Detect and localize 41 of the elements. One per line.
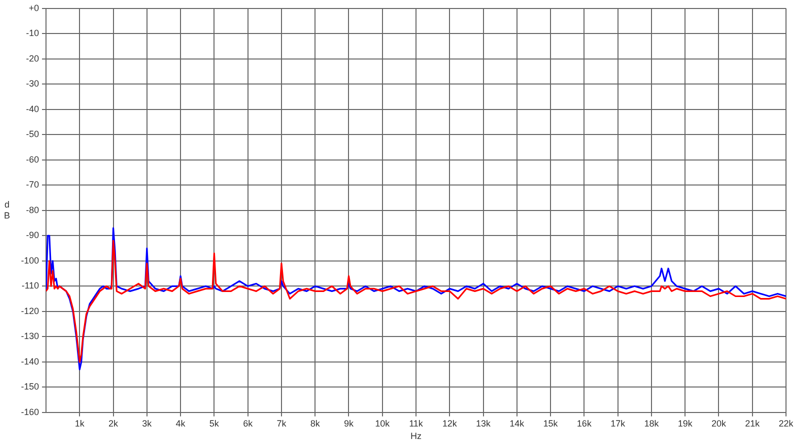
x-tick-label: 15k	[543, 418, 558, 428]
x-tick-label: 7k	[276, 418, 287, 428]
x-tick-label: 14k	[510, 418, 525, 428]
y-tick-label: -130	[20, 331, 39, 342]
y-tick-label: -20	[26, 53, 39, 64]
x-axis-title: Hz	[410, 431, 422, 442]
x-tick-label: 21k	[745, 418, 760, 428]
y-tick-label: -70	[26, 180, 39, 190]
y-tick-label: -110	[22, 280, 39, 291]
x-tick-label: 3k	[142, 418, 152, 428]
y-tick-label: -30	[26, 78, 39, 89]
y-tick-label: -160	[20, 406, 39, 417]
y-tick-label: -60	[26, 154, 39, 164]
x-tick-label: 19k	[678, 418, 693, 428]
y-tick-label: -90	[26, 230, 39, 240]
x-tick-label: 8k	[310, 418, 320, 428]
y-tick-label: -10	[26, 28, 39, 38]
y-tick-label: -80	[26, 204, 39, 215]
x-tick-label: 2k	[108, 418, 119, 428]
x-tick-label: 5k	[209, 418, 220, 428]
y-tick-label: -40	[26, 104, 39, 114]
y-tick-label: -120	[20, 306, 39, 316]
x-tick-label: 13k	[476, 418, 492, 428]
y-tick-label: -100	[20, 255, 39, 266]
x-tick-label: 10k	[375, 418, 390, 428]
y-tick-label: -150	[20, 382, 39, 392]
x-tick-label: 17k	[610, 418, 626, 428]
x-tick-label: 1k	[74, 418, 85, 428]
x-tick-label: 11k	[409, 418, 424, 428]
x-tick-label: 18k	[644, 418, 660, 428]
y-axis-title: dB	[4, 199, 10, 220]
y-tick-label: -140	[20, 356, 39, 366]
x-tick-label: 20k	[711, 418, 726, 428]
x-tick-label: 9k	[344, 418, 354, 428]
x-tick-label: 16k	[576, 418, 592, 428]
x-tick-label: 12k	[442, 418, 458, 428]
x-tick-label: 22k	[778, 418, 794, 428]
x-tick-label: 4k	[176, 418, 186, 428]
y-tick-label: -50	[26, 129, 39, 140]
x-tick-label: 6k	[243, 418, 254, 428]
y-tick-label: +0	[28, 2, 39, 13]
